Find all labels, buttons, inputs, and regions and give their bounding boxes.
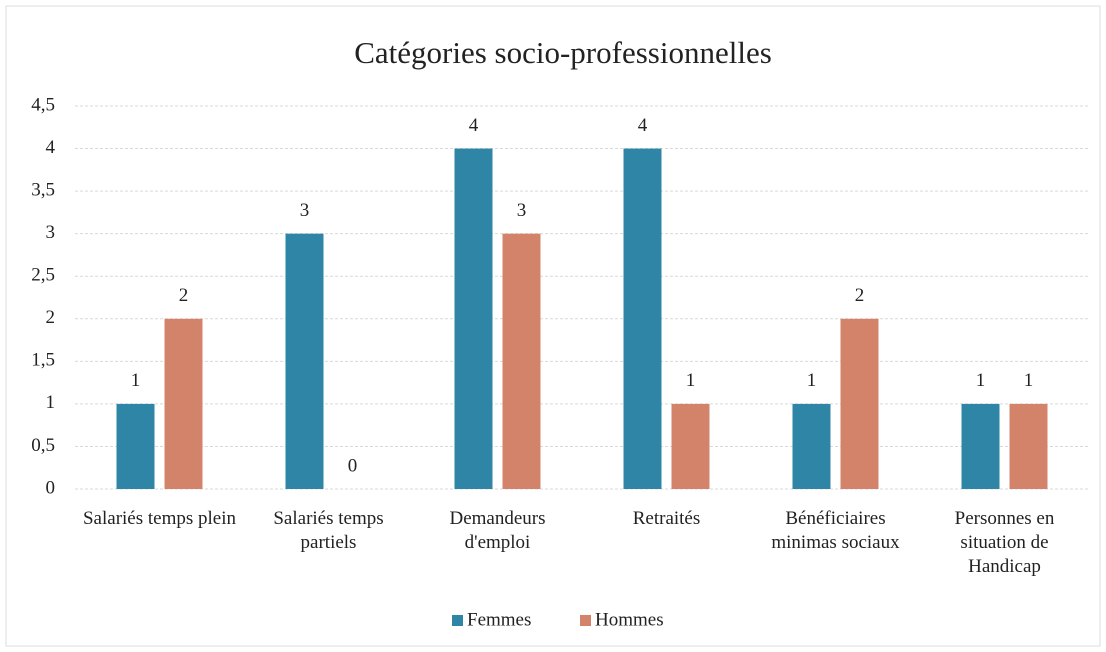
value-label: 2	[179, 285, 189, 306]
bar	[792, 403, 831, 489]
bar	[671, 403, 710, 489]
value-label: 0	[348, 455, 358, 476]
y-tick-label: 2	[46, 307, 56, 328]
y-tick-label: 1,5	[31, 350, 55, 371]
x-tick-label: Salariés temps partiels	[273, 508, 384, 553]
x-tick-label: Salariés temps plein	[82, 508, 237, 529]
y-tick-label: 4	[46, 137, 56, 158]
y-tick-label: 4,5	[31, 94, 55, 115]
x-tick-label: Personnes en situation de Handicap	[954, 508, 1055, 577]
bar	[164, 318, 203, 489]
value-label: 3	[300, 200, 310, 221]
bar	[623, 148, 662, 490]
value-label: 1	[976, 370, 986, 391]
x-tick-label: Retraités	[632, 508, 701, 529]
bar	[961, 403, 1000, 489]
legend-label: Femmes	[467, 609, 531, 630]
value-label: 1	[1024, 370, 1034, 391]
y-tick-label: 0	[46, 477, 56, 498]
bar	[840, 318, 879, 489]
value-label: 1	[807, 370, 817, 391]
y-tick-label: 1	[46, 392, 56, 413]
value-label: 4	[469, 115, 479, 136]
bar	[454, 148, 493, 490]
bar	[1009, 403, 1048, 489]
legend-swatch	[452, 615, 463, 626]
frame	[5, 5, 1101, 647]
bar	[285, 233, 324, 489]
chart-title: Catégories socio-professionnelles	[354, 35, 772, 70]
value-label: 4	[638, 115, 648, 136]
y-tick-label: 3,5	[31, 179, 55, 200]
value-label: 1	[131, 370, 141, 391]
value-label: 3	[517, 200, 527, 221]
y-tick-label: 0,5	[31, 435, 55, 456]
value-label: 2	[855, 285, 865, 306]
x-tick-label: Demandeurs d'emploi	[449, 508, 546, 553]
legend-swatch	[580, 615, 591, 626]
legend-label: Hommes	[595, 609, 664, 630]
x-tick-label: Bénéficiaires minimas sociaux	[771, 508, 900, 553]
bar	[116, 403, 155, 489]
y-tick-label: 3	[46, 222, 56, 243]
bar	[502, 233, 541, 489]
value-label: 1	[686, 370, 696, 391]
y-tick-label: 2,5	[31, 265, 55, 286]
